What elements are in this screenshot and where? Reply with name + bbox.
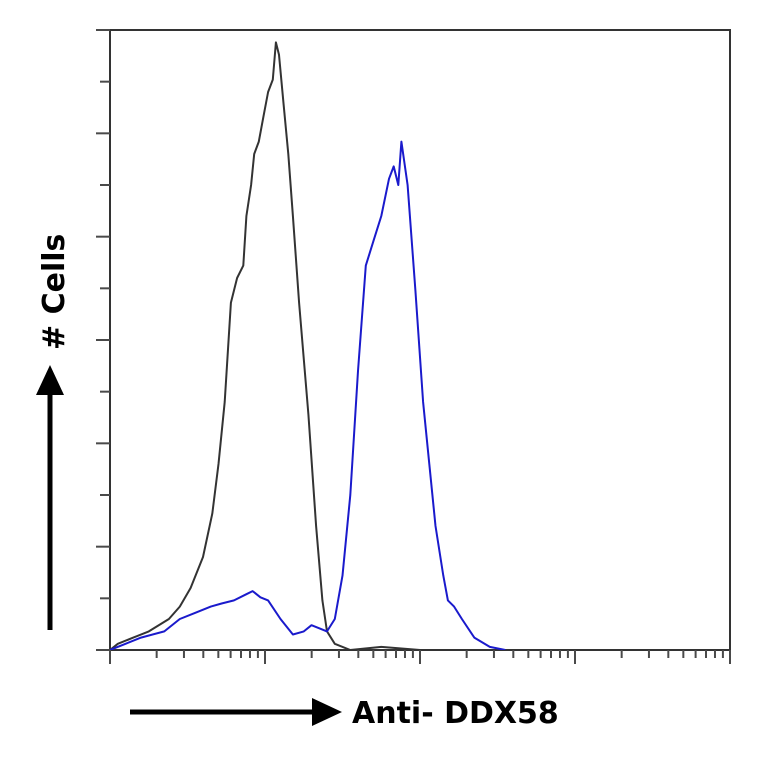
histogram-series-1 [110,41,421,650]
y-axis-ticks [96,29,110,651]
x-axis-ticks [109,650,731,664]
x-axis-arrow [130,698,342,726]
x-axis-label: Anti- DDX58 [352,696,559,731]
y-axis-label: # Cells [37,234,72,350]
histogram-series-2 [110,140,506,650]
y-axis-arrow [36,365,64,630]
series-layer [110,41,506,650]
